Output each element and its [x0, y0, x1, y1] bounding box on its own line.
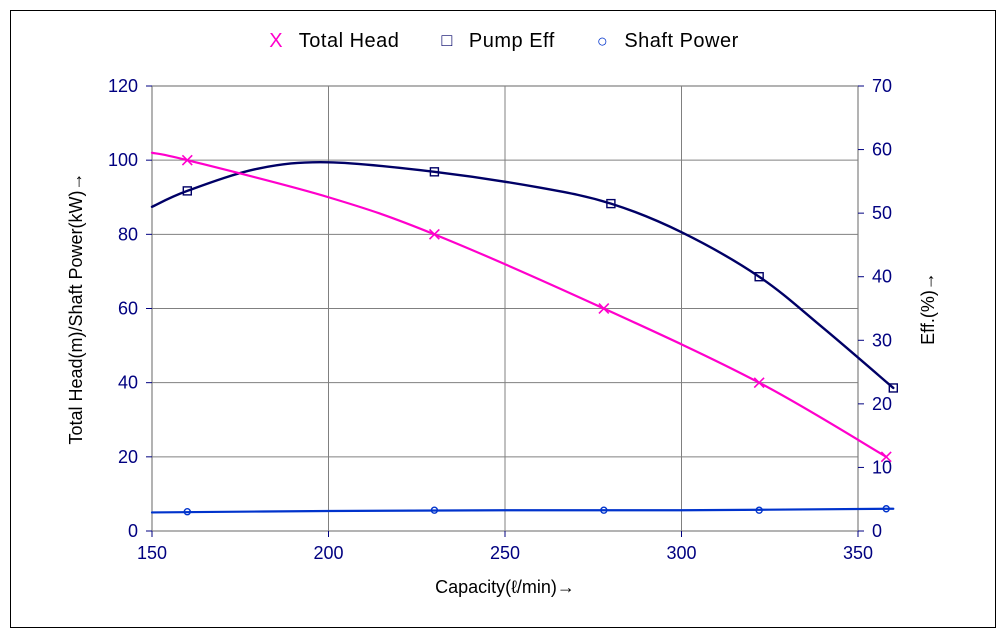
svg-text:150: 150 [137, 543, 167, 563]
svg-text:300: 300 [666, 543, 696, 563]
svg-text:Eff.(%)→: Eff.(%)→ [918, 272, 938, 345]
svg-text:60: 60 [872, 140, 892, 160]
svg-text:20: 20 [872, 394, 892, 414]
svg-text:Total Head(m)/Shaft Power(kW)→: Total Head(m)/Shaft Power(kW)→ [66, 172, 86, 444]
svg-text:60: 60 [118, 299, 138, 319]
svg-text:70: 70 [872, 76, 892, 96]
svg-text:250: 250 [490, 543, 520, 563]
plot-svg: 1502002503003500204060801001200102030405… [0, 0, 1008, 640]
svg-text:0: 0 [128, 521, 138, 541]
svg-text:0: 0 [872, 521, 882, 541]
svg-text:100: 100 [108, 150, 138, 170]
svg-text:40: 40 [872, 267, 892, 287]
svg-text:50: 50 [872, 203, 892, 223]
svg-text:20: 20 [118, 447, 138, 467]
svg-text:350: 350 [843, 543, 873, 563]
svg-text:Capacity(ℓ/min)→: Capacity(ℓ/min)→ [435, 577, 575, 597]
svg-text:80: 80 [118, 224, 138, 244]
svg-text:30: 30 [872, 330, 892, 350]
svg-text:120: 120 [108, 76, 138, 96]
chart-plot: 1502002503003500204060801001200102030405… [0, 0, 1008, 640]
svg-text:40: 40 [118, 373, 138, 393]
svg-text:200: 200 [313, 543, 343, 563]
